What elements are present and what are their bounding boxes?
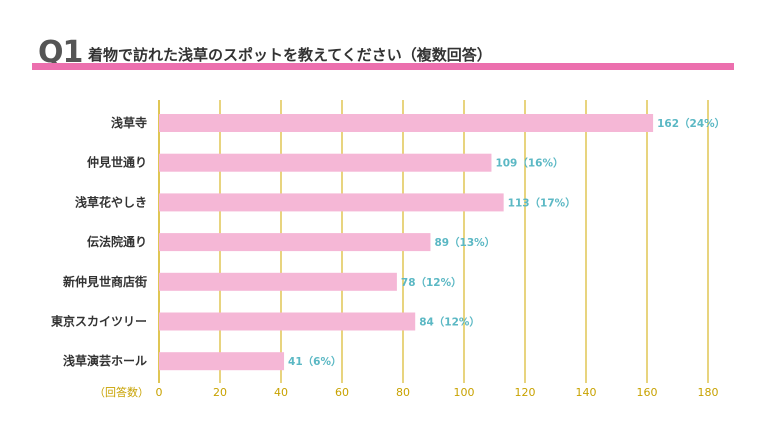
category-label: 仲見世通り <box>87 155 147 170</box>
value-label: 162（24%） <box>657 117 725 130</box>
category-label: 新仲見世商店街 <box>63 274 147 289</box>
value-labels: 162（24%） 109（16%） 113（17%） 89（13%） 78（12%） 84… <box>288 117 725 368</box>
x-tick-label: 160 <box>637 386 658 399</box>
category-label: 浅草寺 <box>111 115 147 130</box>
x-tick-label: 60 <box>335 386 349 399</box>
bar <box>159 233 431 252</box>
x-axis-unit-label: （回答数） <box>94 385 149 399</box>
bar <box>159 193 504 212</box>
x-tick-label: 120 <box>515 386 536 399</box>
x-tick-label: 140 <box>576 386 597 399</box>
value-label: 84（12%） <box>419 316 480 329</box>
question-header: Q1 着物で訪れた浅草のスポットを教えてください（複数回答） <box>0 0 768 80</box>
x-tick-label: 40 <box>274 386 288 399</box>
bar <box>159 272 397 291</box>
category-label: 伝法院通り <box>87 234 147 249</box>
category-label: 浅草演芸ホール <box>63 353 147 368</box>
x-tick-label: 80 <box>396 386 410 399</box>
category-label: 東京スカイツリー <box>51 314 147 329</box>
x-tick-label: 20 <box>213 386 227 399</box>
value-label: 89（13%） <box>434 236 495 249</box>
bar <box>159 153 492 172</box>
x-tick-label: 100 <box>454 386 475 399</box>
x-tick-label: 180 <box>698 386 719 399</box>
x-tick-label: 0 <box>156 386 163 399</box>
bar <box>159 312 416 331</box>
value-label: 41（6%） <box>288 355 341 368</box>
value-label: 109（16%） <box>495 157 563 170</box>
accent-underline <box>32 63 734 70</box>
category-labels: 浅草寺仲見世通り浅草花やしき伝法院通り新仲見世商店街東京スカイツリー浅草演芸ホー… <box>51 115 147 368</box>
bars <box>159 114 654 371</box>
x-tick-labels: 0 20 40 60 80 100 120 140 160 180 <box>156 386 719 399</box>
bar <box>159 114 654 132</box>
category-label: 浅草花やしき <box>75 194 147 209</box>
bar <box>159 352 285 371</box>
value-label: 113（17%） <box>508 196 576 209</box>
value-label: 78（12%） <box>401 276 462 289</box>
question-text: 着物で訪れた浅草のスポットを教えてください（複数回答） <box>88 46 492 64</box>
